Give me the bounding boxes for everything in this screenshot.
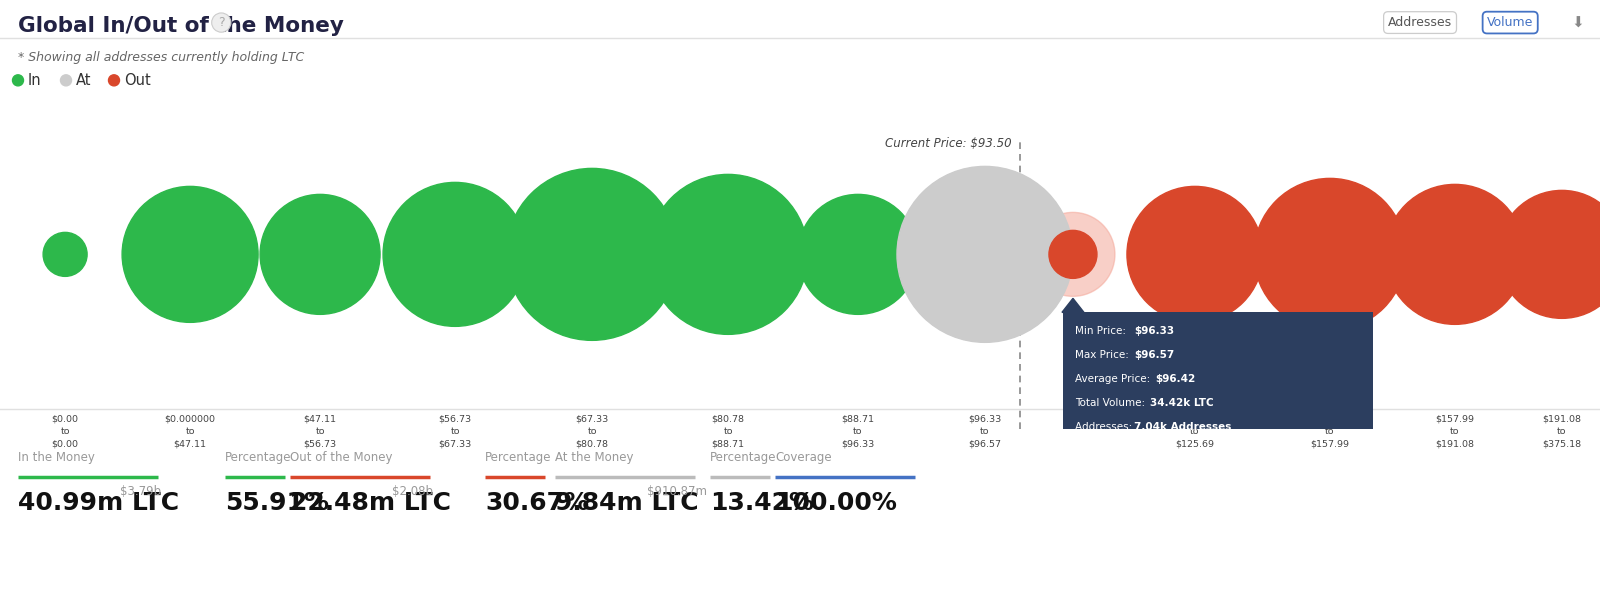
Text: Percentage: Percentage bbox=[710, 451, 776, 464]
Text: Addresses:: Addresses: bbox=[1075, 423, 1136, 432]
Text: In: In bbox=[29, 73, 42, 88]
Text: Current Price: $93.50: Current Price: $93.50 bbox=[885, 138, 1011, 150]
Circle shape bbox=[1126, 186, 1262, 322]
Text: $910.87m: $910.87m bbox=[646, 485, 707, 498]
Text: intoThe
Block: intoThe Block bbox=[611, 219, 789, 300]
Text: $47.11
to
$56.73: $47.11 to $56.73 bbox=[304, 414, 336, 448]
Text: 7.04k Addresses: 7.04k Addresses bbox=[1134, 423, 1230, 432]
Text: 13.42%: 13.42% bbox=[710, 491, 814, 515]
Text: $56.73
to
$67.33: $56.73 to $67.33 bbox=[438, 414, 472, 448]
Text: Total Volume:: Total Volume: bbox=[1075, 398, 1149, 409]
Text: $96.57
to
$125.69: $96.57 to $125.69 bbox=[1176, 414, 1214, 448]
Text: $96.33
to
$96.57: $96.33 to $96.57 bbox=[968, 414, 1002, 448]
Text: At: At bbox=[77, 73, 91, 88]
Circle shape bbox=[1030, 213, 1115, 297]
Text: * Showing all addresses currently holding LTC: * Showing all addresses currently holdin… bbox=[18, 51, 304, 64]
Circle shape bbox=[898, 166, 1074, 342]
Circle shape bbox=[506, 168, 678, 340]
Text: Addresses: Addresses bbox=[1389, 16, 1453, 29]
Text: 34.42k LTC: 34.42k LTC bbox=[1150, 398, 1213, 409]
Circle shape bbox=[261, 194, 381, 314]
FancyBboxPatch shape bbox=[1062, 312, 1373, 442]
Text: 100.00%: 100.00% bbox=[774, 491, 898, 515]
Circle shape bbox=[648, 174, 808, 334]
Circle shape bbox=[43, 233, 86, 276]
Text: $157.99
to
$191.08: $157.99 to $191.08 bbox=[1435, 414, 1475, 448]
Text: $3.79b: $3.79b bbox=[120, 485, 162, 498]
Text: Out: Out bbox=[125, 73, 150, 88]
Circle shape bbox=[1050, 230, 1098, 278]
Text: ⬇: ⬇ bbox=[1571, 16, 1584, 31]
Circle shape bbox=[61, 75, 72, 86]
Text: $80.78
to
$88.71: $80.78 to $88.71 bbox=[712, 414, 744, 448]
Text: Volume: Volume bbox=[1486, 16, 1533, 29]
Circle shape bbox=[122, 186, 258, 322]
Text: $96.33: $96.33 bbox=[1134, 326, 1174, 336]
Text: Average Price:: Average Price: bbox=[1075, 375, 1154, 384]
Text: Out of the Money: Out of the Money bbox=[290, 451, 392, 464]
Text: $0.000000
to
$47.11: $0.000000 to $47.11 bbox=[165, 414, 216, 448]
Text: $96.42: $96.42 bbox=[1155, 375, 1195, 384]
Text: $191.08
to
$375.18: $191.08 to $375.18 bbox=[1542, 414, 1581, 448]
Circle shape bbox=[382, 182, 526, 326]
Circle shape bbox=[13, 75, 24, 86]
Circle shape bbox=[109, 75, 120, 86]
Text: 55.91%: 55.91% bbox=[226, 491, 330, 515]
Text: ?: ? bbox=[218, 16, 224, 29]
Text: $96.57: $96.57 bbox=[1134, 350, 1174, 361]
Circle shape bbox=[798, 194, 918, 314]
Text: $0.00
to
$0.00: $0.00 to $0.00 bbox=[51, 414, 78, 448]
Text: 40.99m LTC: 40.99m LTC bbox=[18, 491, 179, 515]
Text: Coverage: Coverage bbox=[774, 451, 832, 464]
Text: 9.84m LTC: 9.84m LTC bbox=[555, 491, 699, 515]
Text: Percentage: Percentage bbox=[226, 451, 291, 464]
Text: 30.67%: 30.67% bbox=[485, 491, 589, 515]
Text: Percentage: Percentage bbox=[485, 451, 552, 464]
Circle shape bbox=[1386, 185, 1525, 325]
Text: $88.71
to
$96.33: $88.71 to $96.33 bbox=[842, 414, 875, 448]
Text: Max Price:: Max Price: bbox=[1075, 350, 1133, 361]
Text: $67.33
to
$80.78: $67.33 to $80.78 bbox=[576, 414, 608, 448]
Polygon shape bbox=[1062, 298, 1083, 312]
Text: In the Money: In the Money bbox=[18, 451, 94, 464]
Text: Global In/Out of the Money: Global In/Out of the Money bbox=[18, 16, 344, 36]
Circle shape bbox=[1254, 178, 1406, 330]
Text: $125.69
to
$157.99: $125.69 to $157.99 bbox=[1310, 414, 1349, 448]
Circle shape bbox=[1498, 191, 1600, 319]
Text: At the Money: At the Money bbox=[555, 451, 634, 464]
Text: Min Price:: Min Price: bbox=[1075, 326, 1130, 336]
Text: 22.48m LTC: 22.48m LTC bbox=[290, 491, 451, 515]
Text: $2.08b: $2.08b bbox=[392, 485, 434, 498]
